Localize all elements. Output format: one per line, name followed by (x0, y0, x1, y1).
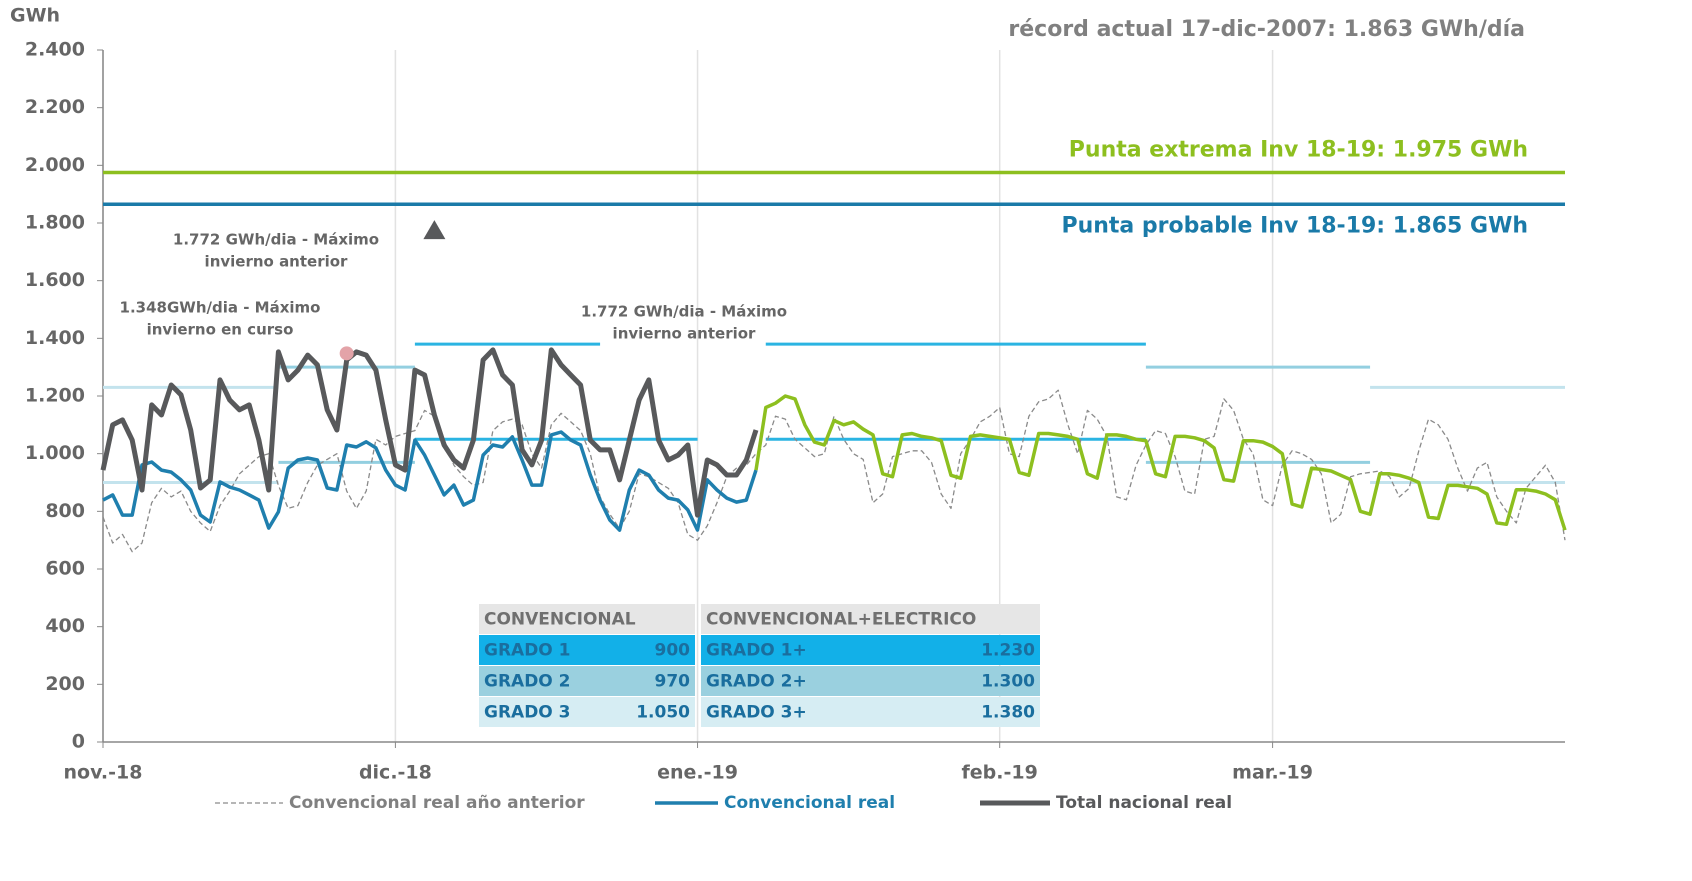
table-row (701, 697, 1040, 727)
x-tick-label: dic.-18 (359, 762, 432, 784)
table-header: CONVENCIONAL (484, 610, 636, 630)
table-cell: GRADO 3 (484, 703, 571, 723)
series-line (754, 394, 1567, 531)
x-tick-label: feb.-19 (962, 762, 1038, 784)
series-line (100, 347, 759, 518)
table-cell: GRADO 2+ (706, 672, 807, 692)
table-cell: 1.050 (636, 703, 690, 723)
legend-label: Convencional real (724, 793, 895, 813)
annotation: invierno anterior (205, 253, 349, 271)
y-tick-label: 0 (72, 731, 85, 753)
annotation: invierno en curso (147, 321, 294, 339)
annotation: 1.772 GWh/dia - Máximo (173, 231, 379, 249)
legend-label: Convencional real año anterior (289, 793, 585, 813)
table-row (701, 666, 1040, 696)
table-row (701, 635, 1040, 665)
table-cell: GRADO 1+ (706, 641, 807, 661)
y-tick-label: 1.200 (25, 385, 85, 407)
table-row (479, 635, 695, 665)
table-cell: 900 (655, 641, 691, 661)
y-tick-label: 1.800 (25, 212, 85, 234)
marker (423, 220, 446, 240)
table-cell: 1.380 (981, 703, 1035, 723)
y-tick-label: 1.600 (25, 269, 85, 291)
y-tick-label: 2.000 (25, 154, 85, 176)
record-note: récord actual 17-dic-2007: 1.863 GWh/día (1008, 17, 1525, 42)
table-cell: GRADO 3+ (706, 703, 807, 723)
marker (339, 346, 354, 361)
y-tick-label: 2.400 (25, 39, 85, 61)
y-tick-label: 2.200 (25, 96, 85, 118)
reference-label: Punta probable Inv 18-19: 1.865 GWh (1061, 213, 1528, 238)
y-tick-label: 1.400 (25, 327, 85, 349)
table-header-cell (479, 604, 695, 634)
table-cell: 1.300 (981, 672, 1035, 692)
table-row (479, 666, 695, 696)
annotation: 1.772 GWh/dia - Máximo (581, 303, 787, 321)
series-line (102, 430, 758, 532)
y-axis-label: GWh (10, 5, 60, 27)
y-tick-label: 800 (45, 500, 85, 522)
y-tick-label: 200 (45, 673, 85, 695)
series-line (102, 389, 1566, 553)
x-tick-label: nov.-18 (64, 762, 143, 784)
y-tick-label: 1.000 (25, 442, 85, 464)
legend-label: Total nacional real (1056, 793, 1232, 813)
annotation: 1.348GWh/dia - Máximo (120, 299, 321, 317)
y-tick-label: 600 (45, 558, 85, 580)
table-cell: GRADO 1 (484, 641, 571, 661)
x-tick-label: ene.-19 (657, 762, 738, 784)
reference-label: Punta extrema Inv 18-19: 1.975 GWh (1069, 138, 1528, 163)
table-row (479, 697, 695, 727)
annotation: invierno anterior (613, 325, 757, 343)
table-header: CONVENCIONAL+ELECTRICO (706, 610, 976, 630)
table-cell: GRADO 2 (484, 672, 571, 692)
table-cell: 1.230 (981, 641, 1035, 661)
x-tick-label: mar.-19 (1232, 762, 1313, 784)
table-header-cell (701, 604, 1040, 634)
y-tick-label: 400 (45, 615, 85, 637)
table-cell: 970 (655, 672, 691, 692)
